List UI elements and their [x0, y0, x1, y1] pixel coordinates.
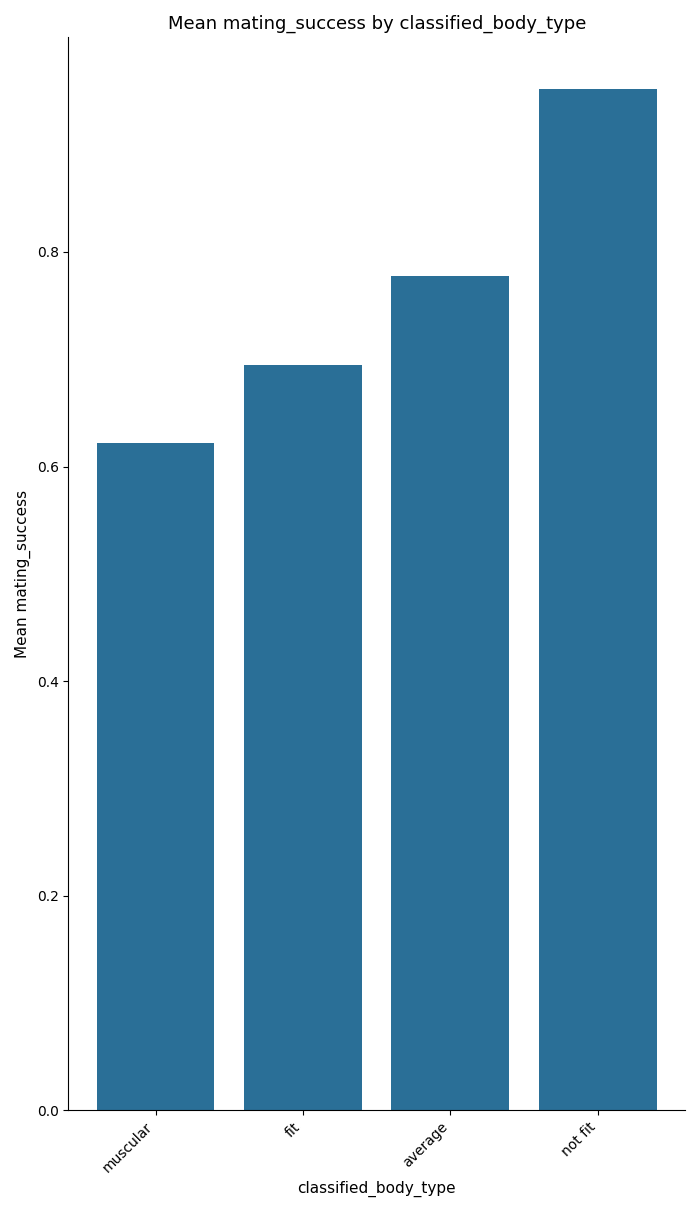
Bar [97, 442, 214, 1110]
Bar [244, 365, 362, 1110]
Title: Mean mating_success by classified_body_type: Mean mating_success by classified_body_t… [167, 15, 586, 33]
Bar [539, 88, 657, 1110]
Y-axis label: Mean mating_success: Mean mating_success [15, 490, 32, 658]
X-axis label: classified_body_type: classified_body_type [298, 1180, 456, 1197]
Bar [391, 275, 510, 1110]
